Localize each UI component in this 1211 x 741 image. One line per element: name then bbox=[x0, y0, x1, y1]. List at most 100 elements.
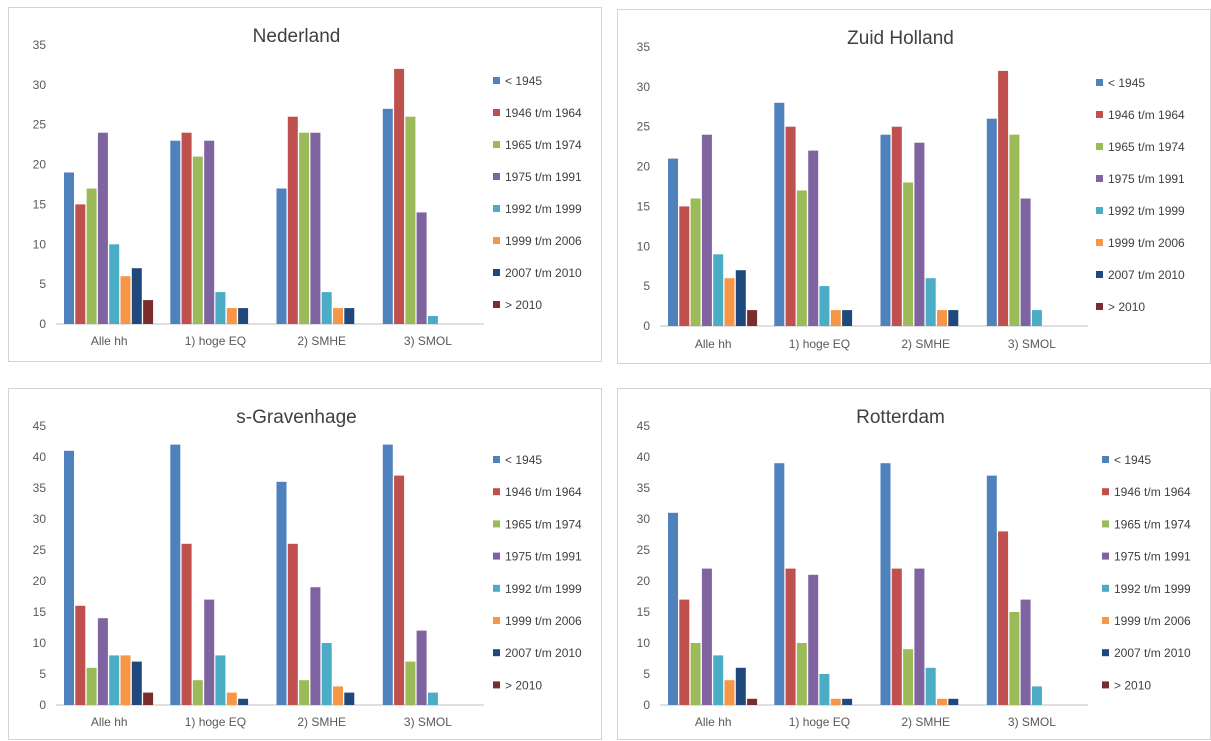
legend-swatch bbox=[1096, 239, 1103, 246]
x-tick-label: Alle hh bbox=[695, 337, 732, 351]
bar bbox=[120, 276, 131, 324]
bar bbox=[1009, 134, 1020, 326]
y-tick-label: 20 bbox=[33, 158, 47, 172]
chart-nederland: Nederland 0 5 10 15 20 25 30 35 Alle hh 1) hoge EQ… bbox=[33, 26, 582, 348]
bar bbox=[948, 698, 959, 705]
x-tick-label: 1) hoge EQ bbox=[185, 715, 246, 729]
y-tick-label: 25 bbox=[637, 120, 651, 134]
bar bbox=[724, 278, 735, 326]
legend-swatch bbox=[1102, 552, 1109, 560]
legend-swatch bbox=[493, 237, 500, 244]
chart-zuid-holland: Zuid Holland 0 5 10 15 20 25 30 35 Alle hh 1) hoge… bbox=[637, 28, 1185, 351]
bar bbox=[668, 512, 678, 705]
bar bbox=[830, 698, 841, 705]
bar bbox=[333, 308, 343, 324]
legend-label: 1999 t/m 2006 bbox=[505, 614, 582, 628]
legend-swatch bbox=[493, 552, 500, 560]
chart-title: Nederland bbox=[253, 26, 341, 47]
chart-panel-s-gravenhage: s-Gravenhage 0 5 10 15 20 25 30 35 40 45 Alle hh 1) … bbox=[8, 388, 602, 740]
bar bbox=[382, 108, 393, 324]
legend-swatch bbox=[493, 173, 500, 180]
bar bbox=[1009, 612, 1020, 705]
y-tick-label: 5 bbox=[643, 667, 650, 681]
bar bbox=[747, 310, 758, 326]
legend-label: 1946 t/m 1964 bbox=[505, 106, 582, 120]
bar bbox=[785, 568, 796, 705]
y-tick-label: 30 bbox=[637, 512, 651, 526]
y-tick-label: 15 bbox=[637, 199, 651, 213]
legend-swatch bbox=[493, 488, 500, 496]
x-tick-label: Alle hh bbox=[695, 715, 732, 729]
bar bbox=[925, 278, 936, 326]
y-tick-label: 20 bbox=[637, 574, 651, 588]
legend-swatch bbox=[493, 141, 500, 148]
y-tick-label: 10 bbox=[637, 239, 651, 253]
y-tick-label: 5 bbox=[643, 279, 650, 293]
bar bbox=[276, 481, 287, 705]
legend-label: > 2010 bbox=[505, 298, 542, 312]
y-tick-label: 40 bbox=[637, 450, 651, 464]
bar bbox=[925, 667, 936, 705]
legend-label: > 2010 bbox=[505, 678, 542, 692]
bar bbox=[299, 132, 310, 324]
bar bbox=[333, 686, 343, 705]
bar bbox=[679, 206, 690, 326]
bar bbox=[226, 308, 237, 324]
legend-swatch bbox=[1102, 681, 1109, 689]
legend-label: 1999 t/m 2006 bbox=[1108, 236, 1185, 250]
y-tick-label: 0 bbox=[39, 317, 46, 331]
legend-swatch bbox=[1096, 79, 1103, 86]
bar bbox=[735, 667, 746, 705]
legend-label: 1975 t/m 1991 bbox=[1108, 172, 1185, 186]
bar bbox=[880, 134, 891, 326]
legend-swatch bbox=[1096, 271, 1103, 278]
legend-label: 1975 t/m 1991 bbox=[1114, 550, 1191, 564]
bar bbox=[131, 268, 142, 324]
bar bbox=[713, 655, 724, 705]
x-tick-label: 2) SMHE bbox=[901, 337, 950, 351]
y-tick-label: 10 bbox=[33, 636, 47, 650]
bar bbox=[774, 102, 785, 326]
bar bbox=[287, 543, 298, 705]
chart-title: s-Gravenhage bbox=[236, 407, 356, 428]
legend-label: 2007 t/m 2010 bbox=[1114, 646, 1191, 660]
bar bbox=[109, 244, 120, 324]
bar bbox=[204, 140, 215, 324]
bar bbox=[109, 655, 120, 705]
legend-label: 1946 t/m 1964 bbox=[505, 485, 582, 499]
y-tick-label: 20 bbox=[637, 160, 651, 174]
legend-label: 1975 t/m 1991 bbox=[505, 550, 582, 564]
legend-swatch bbox=[1102, 456, 1109, 463]
bar bbox=[690, 198, 701, 326]
bar bbox=[796, 643, 807, 705]
bar bbox=[830, 310, 841, 326]
bar bbox=[321, 292, 332, 324]
legend-swatch bbox=[1102, 488, 1109, 496]
legend-swatch bbox=[1096, 143, 1103, 150]
legend-swatch bbox=[1102, 584, 1109, 592]
bar bbox=[97, 618, 108, 705]
legend-label: 1999 t/m 2006 bbox=[505, 234, 582, 248]
legend-label: 1999 t/m 2006 bbox=[1114, 614, 1191, 628]
legend-label: > 2010 bbox=[1114, 678, 1151, 692]
legend-label: < 1945 bbox=[505, 74, 542, 88]
bar bbox=[785, 126, 796, 326]
bar bbox=[131, 661, 142, 705]
bar bbox=[668, 158, 678, 326]
chart-panel-nederland: Nederland 0 5 10 15 20 25 30 35 Alle hh 1) hoge EQ… bbox=[8, 7, 602, 362]
legend-swatch bbox=[493, 301, 500, 308]
legend-swatch bbox=[1096, 175, 1103, 182]
bar bbox=[192, 156, 203, 324]
legend-swatch bbox=[493, 456, 500, 463]
bar bbox=[394, 68, 405, 325]
y-tick-label: 35 bbox=[637, 481, 651, 495]
legend-swatch bbox=[493, 649, 500, 657]
bar bbox=[986, 118, 997, 326]
x-tick-label: 1) hoge EQ bbox=[789, 337, 850, 351]
y-tick-label: 15 bbox=[33, 197, 47, 211]
legend-label: 1992 t/m 1999 bbox=[505, 202, 582, 216]
bar bbox=[299, 680, 310, 705]
bar bbox=[287, 116, 298, 324]
y-tick-label: 25 bbox=[33, 118, 47, 132]
bar bbox=[713, 254, 724, 326]
